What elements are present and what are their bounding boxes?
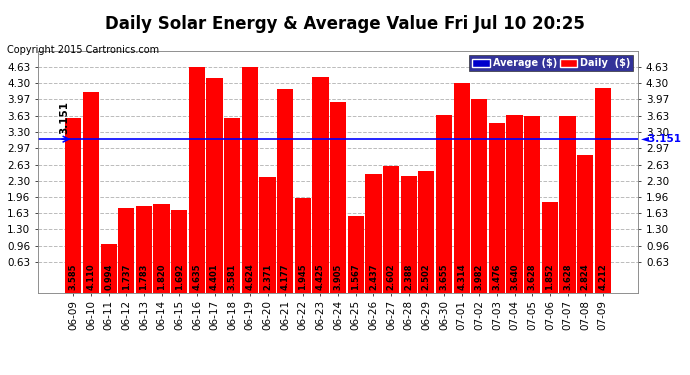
Bar	[383, 166, 400, 292]
Text: 2.602: 2.602	[386, 264, 395, 290]
Bar	[365, 174, 382, 292]
Text: 4.212: 4.212	[598, 263, 607, 290]
Bar	[136, 206, 152, 292]
Text: 3.628: 3.628	[528, 264, 537, 290]
Text: 0.994: 0.994	[104, 264, 113, 290]
Text: 3.581: 3.581	[228, 264, 237, 290]
Text: 3.905: 3.905	[333, 264, 343, 290]
Bar	[524, 116, 540, 292]
Bar	[453, 82, 470, 292]
Bar	[506, 116, 523, 292]
Text: 2.388: 2.388	[404, 264, 413, 290]
Text: 3.151: 3.151	[59, 101, 70, 134]
Text: 3.628: 3.628	[563, 264, 572, 290]
Text: 2.824: 2.824	[581, 264, 590, 290]
Text: 3.476: 3.476	[493, 264, 502, 290]
Bar	[241, 68, 258, 292]
Bar	[224, 118, 240, 292]
Text: 4.624: 4.624	[246, 263, 255, 290]
Bar	[101, 244, 117, 292]
Text: 4.314: 4.314	[457, 264, 466, 290]
Bar	[313, 77, 328, 292]
Text: 4.401: 4.401	[210, 264, 219, 290]
Text: 3.585: 3.585	[69, 264, 78, 290]
Text: 1.567: 1.567	[351, 264, 360, 290]
Bar	[489, 123, 505, 292]
Text: 1.945: 1.945	[298, 264, 307, 290]
Bar	[66, 118, 81, 292]
Bar	[259, 177, 275, 292]
Bar	[595, 87, 611, 292]
Bar	[83, 93, 99, 292]
Text: 1.692: 1.692	[175, 264, 184, 290]
Text: 3.640: 3.640	[510, 264, 519, 290]
Bar	[189, 67, 205, 292]
Bar	[401, 176, 417, 292]
Text: 3.982: 3.982	[475, 264, 484, 290]
Text: ◄3.151: ◄3.151	[641, 134, 682, 144]
Bar	[118, 208, 135, 292]
Text: 2.502: 2.502	[422, 264, 431, 290]
Text: 1.737: 1.737	[122, 264, 131, 290]
Text: Daily Solar Energy & Average Value Fri Jul 10 20:25: Daily Solar Energy & Average Value Fri J…	[105, 15, 585, 33]
Bar	[577, 155, 593, 292]
Bar	[560, 116, 575, 292]
Bar	[418, 171, 435, 292]
Bar	[295, 198, 311, 292]
Bar	[153, 204, 170, 292]
Bar	[348, 216, 364, 292]
Text: 4.177: 4.177	[281, 264, 290, 290]
Text: 4.110: 4.110	[86, 264, 95, 290]
Text: 1.820: 1.820	[157, 264, 166, 290]
Legend: Average ($), Daily  ($): Average ($), Daily ($)	[469, 56, 633, 71]
Bar	[277, 89, 293, 292]
Bar	[330, 102, 346, 292]
Text: 3.655: 3.655	[440, 264, 449, 290]
Text: Copyright 2015 Cartronics.com: Copyright 2015 Cartronics.com	[7, 45, 159, 55]
Bar	[436, 115, 452, 292]
Bar	[206, 78, 223, 292]
Text: 2.371: 2.371	[263, 264, 272, 290]
Text: 2.437: 2.437	[369, 264, 378, 290]
Text: 1.852: 1.852	[545, 264, 554, 290]
Text: 1.783: 1.783	[139, 264, 148, 290]
Bar	[471, 99, 487, 292]
Bar	[542, 202, 558, 292]
Text: 4.635: 4.635	[193, 264, 201, 290]
Bar	[171, 210, 188, 292]
Text: 4.425: 4.425	[316, 263, 325, 290]
